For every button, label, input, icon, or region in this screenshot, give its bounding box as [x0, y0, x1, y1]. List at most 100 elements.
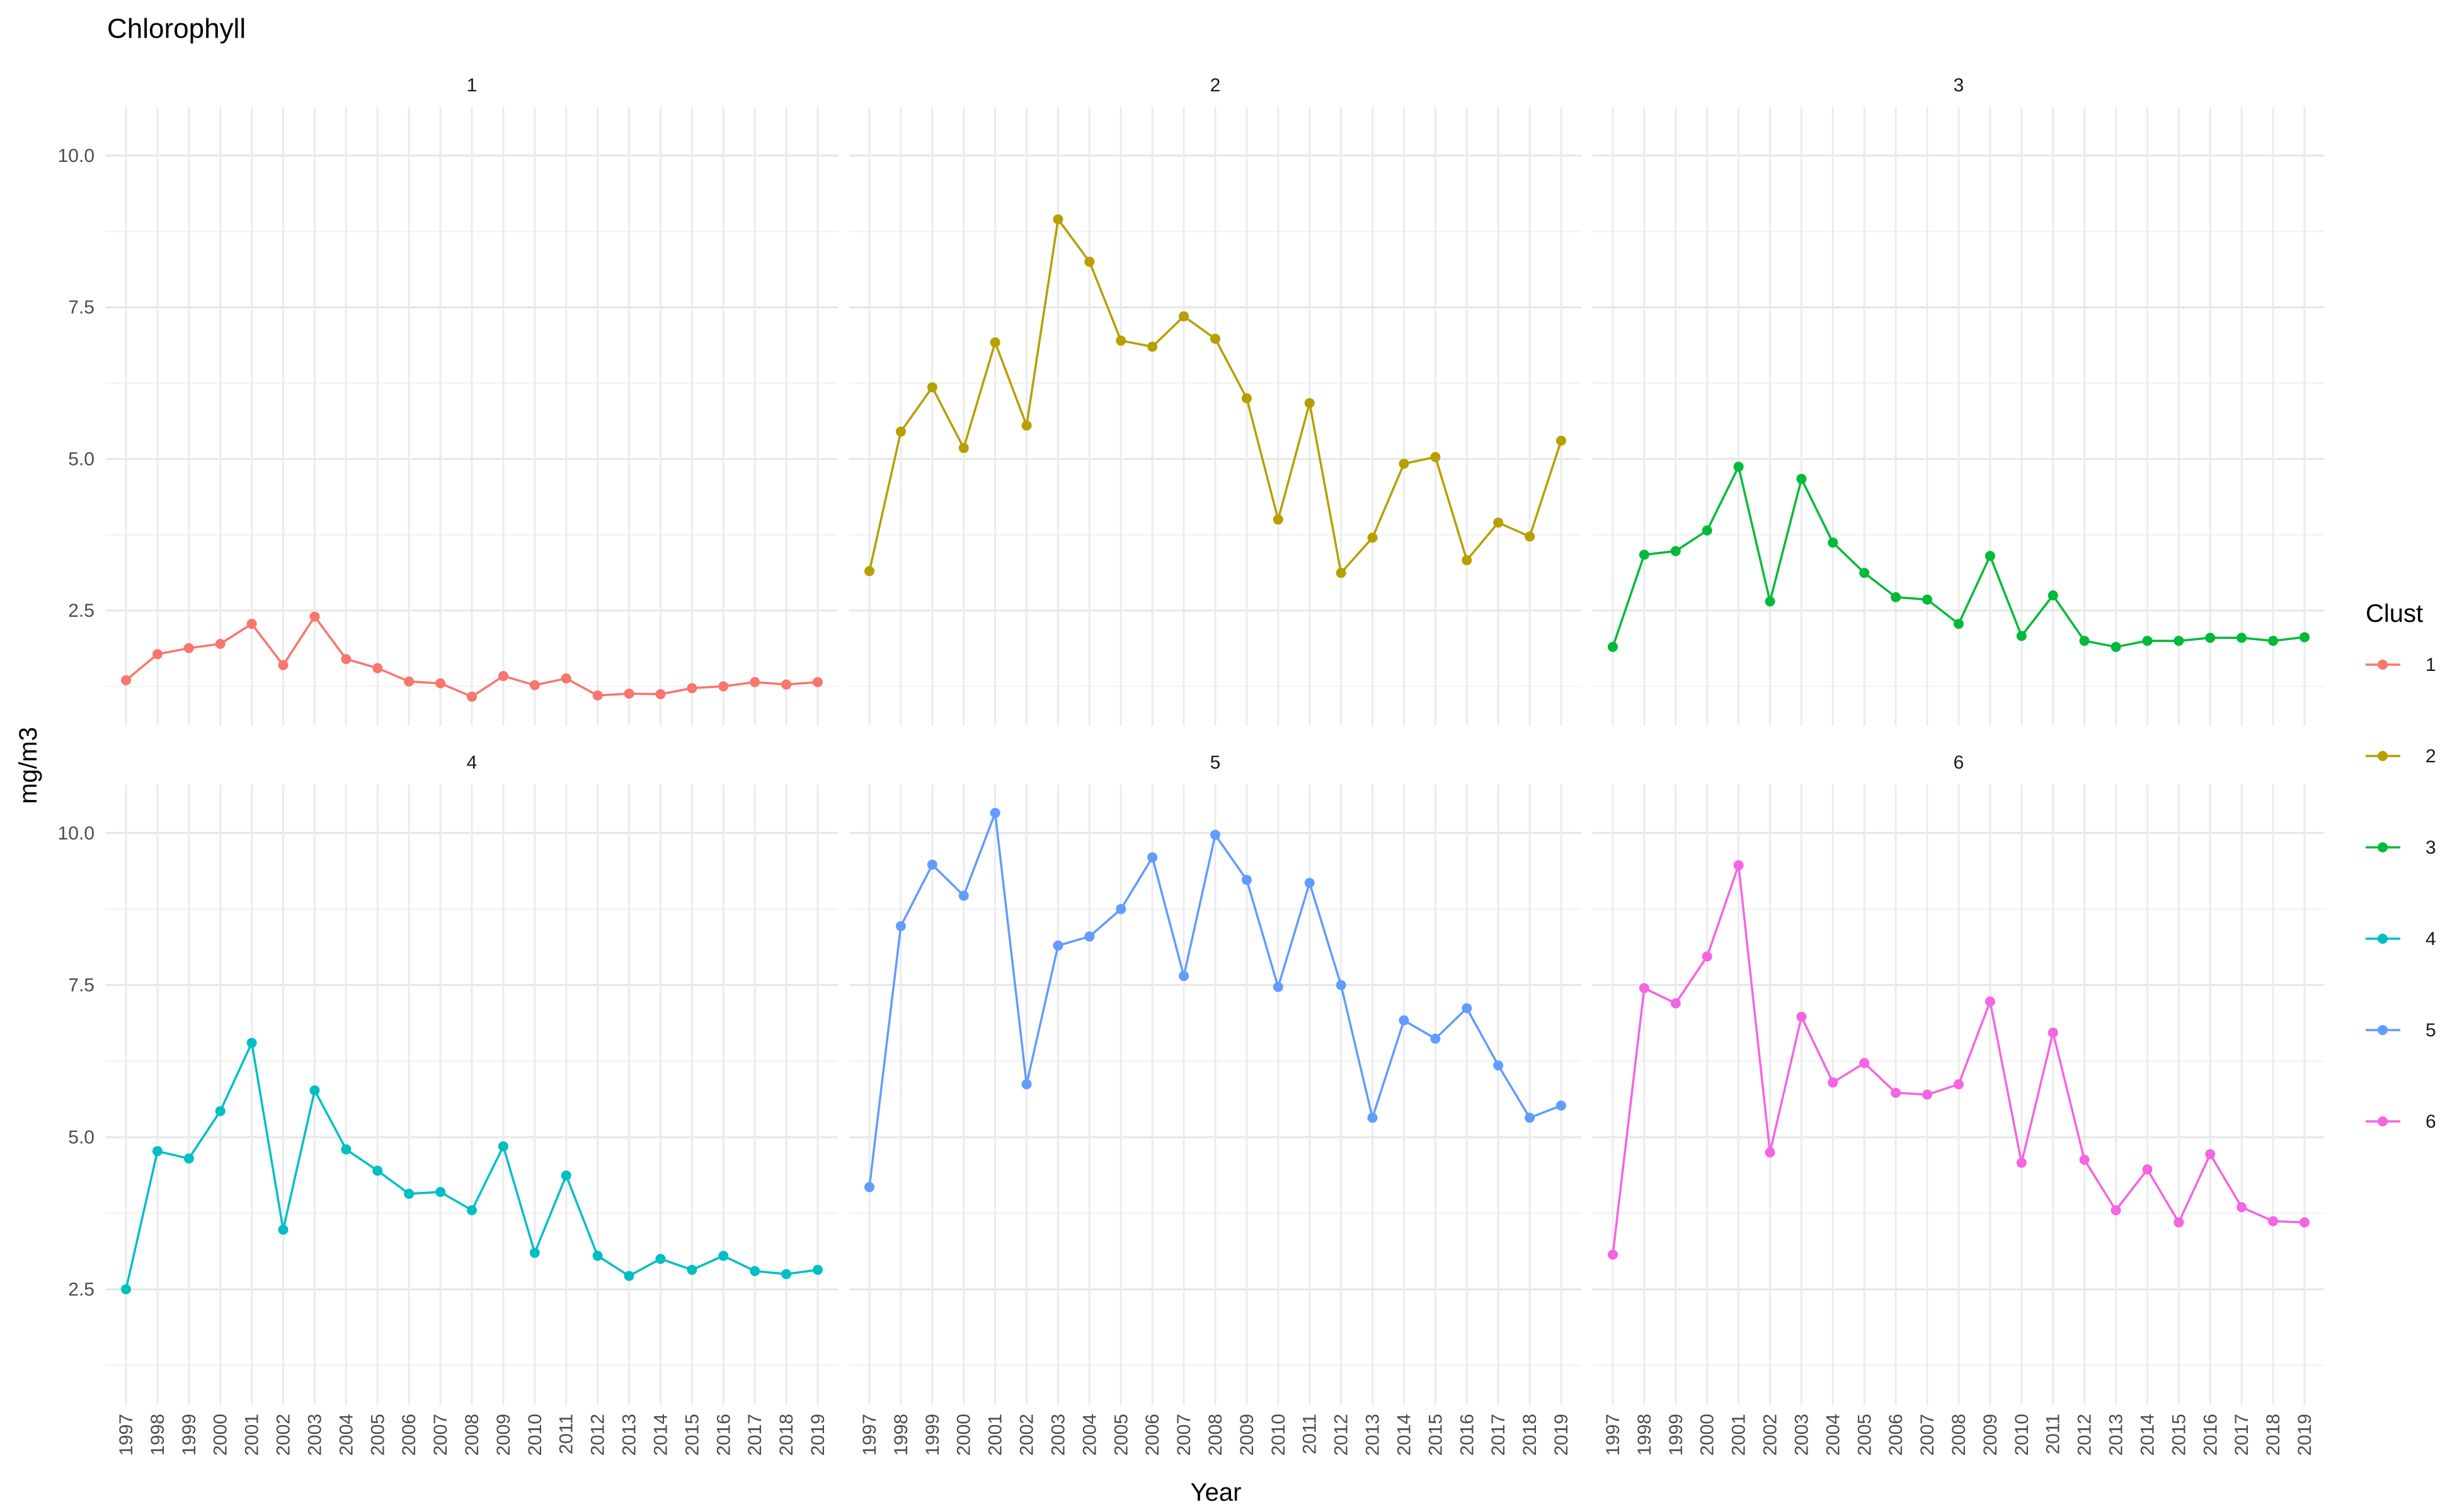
data-point — [467, 691, 477, 702]
x-tick-label: 2006 — [399, 1414, 420, 1456]
legend-label: 5 — [2426, 1020, 2436, 1041]
x-tick-label: 2001 — [1729, 1414, 1750, 1456]
data-point — [781, 1269, 792, 1280]
data-point — [895, 921, 906, 932]
x-tick-label: 2016 — [1457, 1414, 1477, 1456]
data-point — [1241, 393, 1252, 404]
data-point — [1241, 874, 1252, 885]
x-tick-label: 2009 — [1980, 1414, 2001, 1456]
data-point — [927, 859, 937, 870]
data-point — [1493, 517, 1504, 528]
data-point — [718, 1251, 729, 1261]
data-point — [2142, 1164, 2153, 1175]
data-point — [895, 427, 906, 437]
data-point — [1304, 878, 1315, 888]
facet-strip-label: 5 — [1210, 752, 1221, 773]
x-tick-label: 2002 — [273, 1414, 294, 1456]
legend-key-point — [2378, 842, 2388, 852]
data-point — [1828, 1077, 1838, 1088]
legend: Clust 1 2 3 4 5 6 — [2366, 600, 2436, 1132]
facet-panel-3: 3 — [1593, 75, 2325, 726]
x-tick-label: 2001 — [242, 1414, 263, 1456]
data-point — [1210, 830, 1220, 840]
data-point — [1399, 459, 1409, 469]
data-point — [1179, 971, 1189, 982]
data-point — [2236, 1202, 2247, 1213]
x-tick-label: 2008 — [1205, 1414, 1226, 1456]
x-axis-title: Year — [1191, 1479, 1242, 1506]
x-tick-label: 2004 — [1823, 1414, 1843, 1456]
data-point — [1053, 940, 1063, 951]
facet-strip-label: 1 — [467, 75, 478, 96]
x-tick-label: 2016 — [2200, 1414, 2221, 1456]
data-point — [246, 1038, 257, 1048]
x-tick-label: 2010 — [1268, 1414, 1289, 1456]
data-point — [1608, 1249, 1618, 1260]
x-tick-label: 2000 — [954, 1414, 975, 1456]
x-tick-label: 1998 — [1634, 1414, 1655, 1456]
data-point — [1796, 474, 1807, 484]
y-tick-label: 7.5 — [68, 297, 94, 318]
x-tick-label: 2006 — [1142, 1414, 1163, 1456]
x-tick-label: 1998 — [147, 1414, 168, 1456]
data-point — [1702, 525, 1712, 536]
data-point — [1556, 1100, 1566, 1111]
data-point — [750, 677, 760, 687]
x-tick-label: 2007 — [1917, 1414, 1938, 1456]
legend-item-4: 4 — [2366, 929, 2436, 949]
x-tick-label: 2003 — [1791, 1414, 1812, 1456]
x-tick-label: 2007 — [430, 1414, 451, 1456]
data-point — [341, 654, 352, 665]
data-point — [990, 808, 1000, 818]
x-tick-label: 2015 — [1425, 1414, 1446, 1456]
data-point — [2174, 636, 2184, 646]
facet-strip-label: 4 — [467, 752, 478, 773]
legend-key-point — [2378, 660, 2388, 670]
data-point — [2016, 631, 2027, 641]
x-tick-label: 2006 — [1886, 1414, 1906, 1456]
data-point — [1367, 1113, 1378, 1123]
data-point — [183, 643, 194, 653]
facet-panel-6: 6 1997 1998 1999 2000 2001 2002 2003 2004 2005 200… — [1593, 752, 2325, 1456]
data-point — [183, 1153, 194, 1164]
legend-key-point — [2378, 934, 2388, 944]
x-tick-label: 2018 — [2263, 1414, 2284, 1456]
data-point — [529, 1247, 540, 1258]
data-point — [1733, 461, 1744, 472]
data-point — [1984, 551, 1995, 561]
x-tick-label: 2016 — [713, 1414, 734, 1456]
data-point — [655, 1254, 666, 1264]
data-point — [655, 689, 666, 699]
data-point — [435, 678, 446, 689]
x-tick-label: 2013 — [619, 1414, 640, 1456]
legend-item-2: 2 — [2366, 746, 2436, 767]
data-point — [1304, 398, 1315, 408]
data-point — [1954, 1079, 1964, 1090]
data-point — [1336, 980, 1346, 990]
x-tick-label: 1998 — [891, 1414, 912, 1456]
x-tick-label: 1999 — [179, 1414, 200, 1456]
data-point — [687, 1264, 697, 1275]
data-point — [529, 680, 540, 690]
x-tick-label: 2015 — [682, 1414, 702, 1456]
x-tick-label: 2017 — [2231, 1414, 2252, 1456]
x-tick-label: 2014 — [650, 1414, 671, 1456]
data-point — [1430, 1033, 1441, 1044]
data-point — [2110, 641, 2121, 652]
data-point — [561, 1170, 571, 1181]
data-point — [1765, 1147, 1775, 1158]
x-tick-label: 1997 — [1603, 1414, 1624, 1456]
y-tick-label: 5.0 — [68, 1127, 94, 1148]
x-tick-label: 2019 — [808, 1414, 828, 1456]
data-point — [2300, 1217, 2310, 1228]
x-tick-label: 2009 — [493, 1414, 514, 1456]
x-tick-label: 2003 — [1048, 1414, 1068, 1456]
x-tick-label: 2008 — [1949, 1414, 1969, 1456]
legend-item-1: 1 — [2366, 655, 2436, 675]
data-point — [1084, 931, 1095, 942]
x-tick-label: 2012 — [1331, 1414, 1352, 1456]
x-tick-label: 2005 — [1854, 1414, 1875, 1456]
x-tick-label: 2018 — [1520, 1414, 1540, 1456]
data-point — [2268, 636, 2279, 646]
data-point — [2174, 1217, 2184, 1228]
